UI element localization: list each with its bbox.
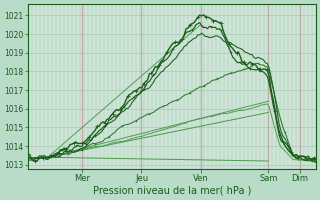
X-axis label: Pression niveau de la mer( hPa ): Pression niveau de la mer( hPa ): [92, 186, 251, 196]
